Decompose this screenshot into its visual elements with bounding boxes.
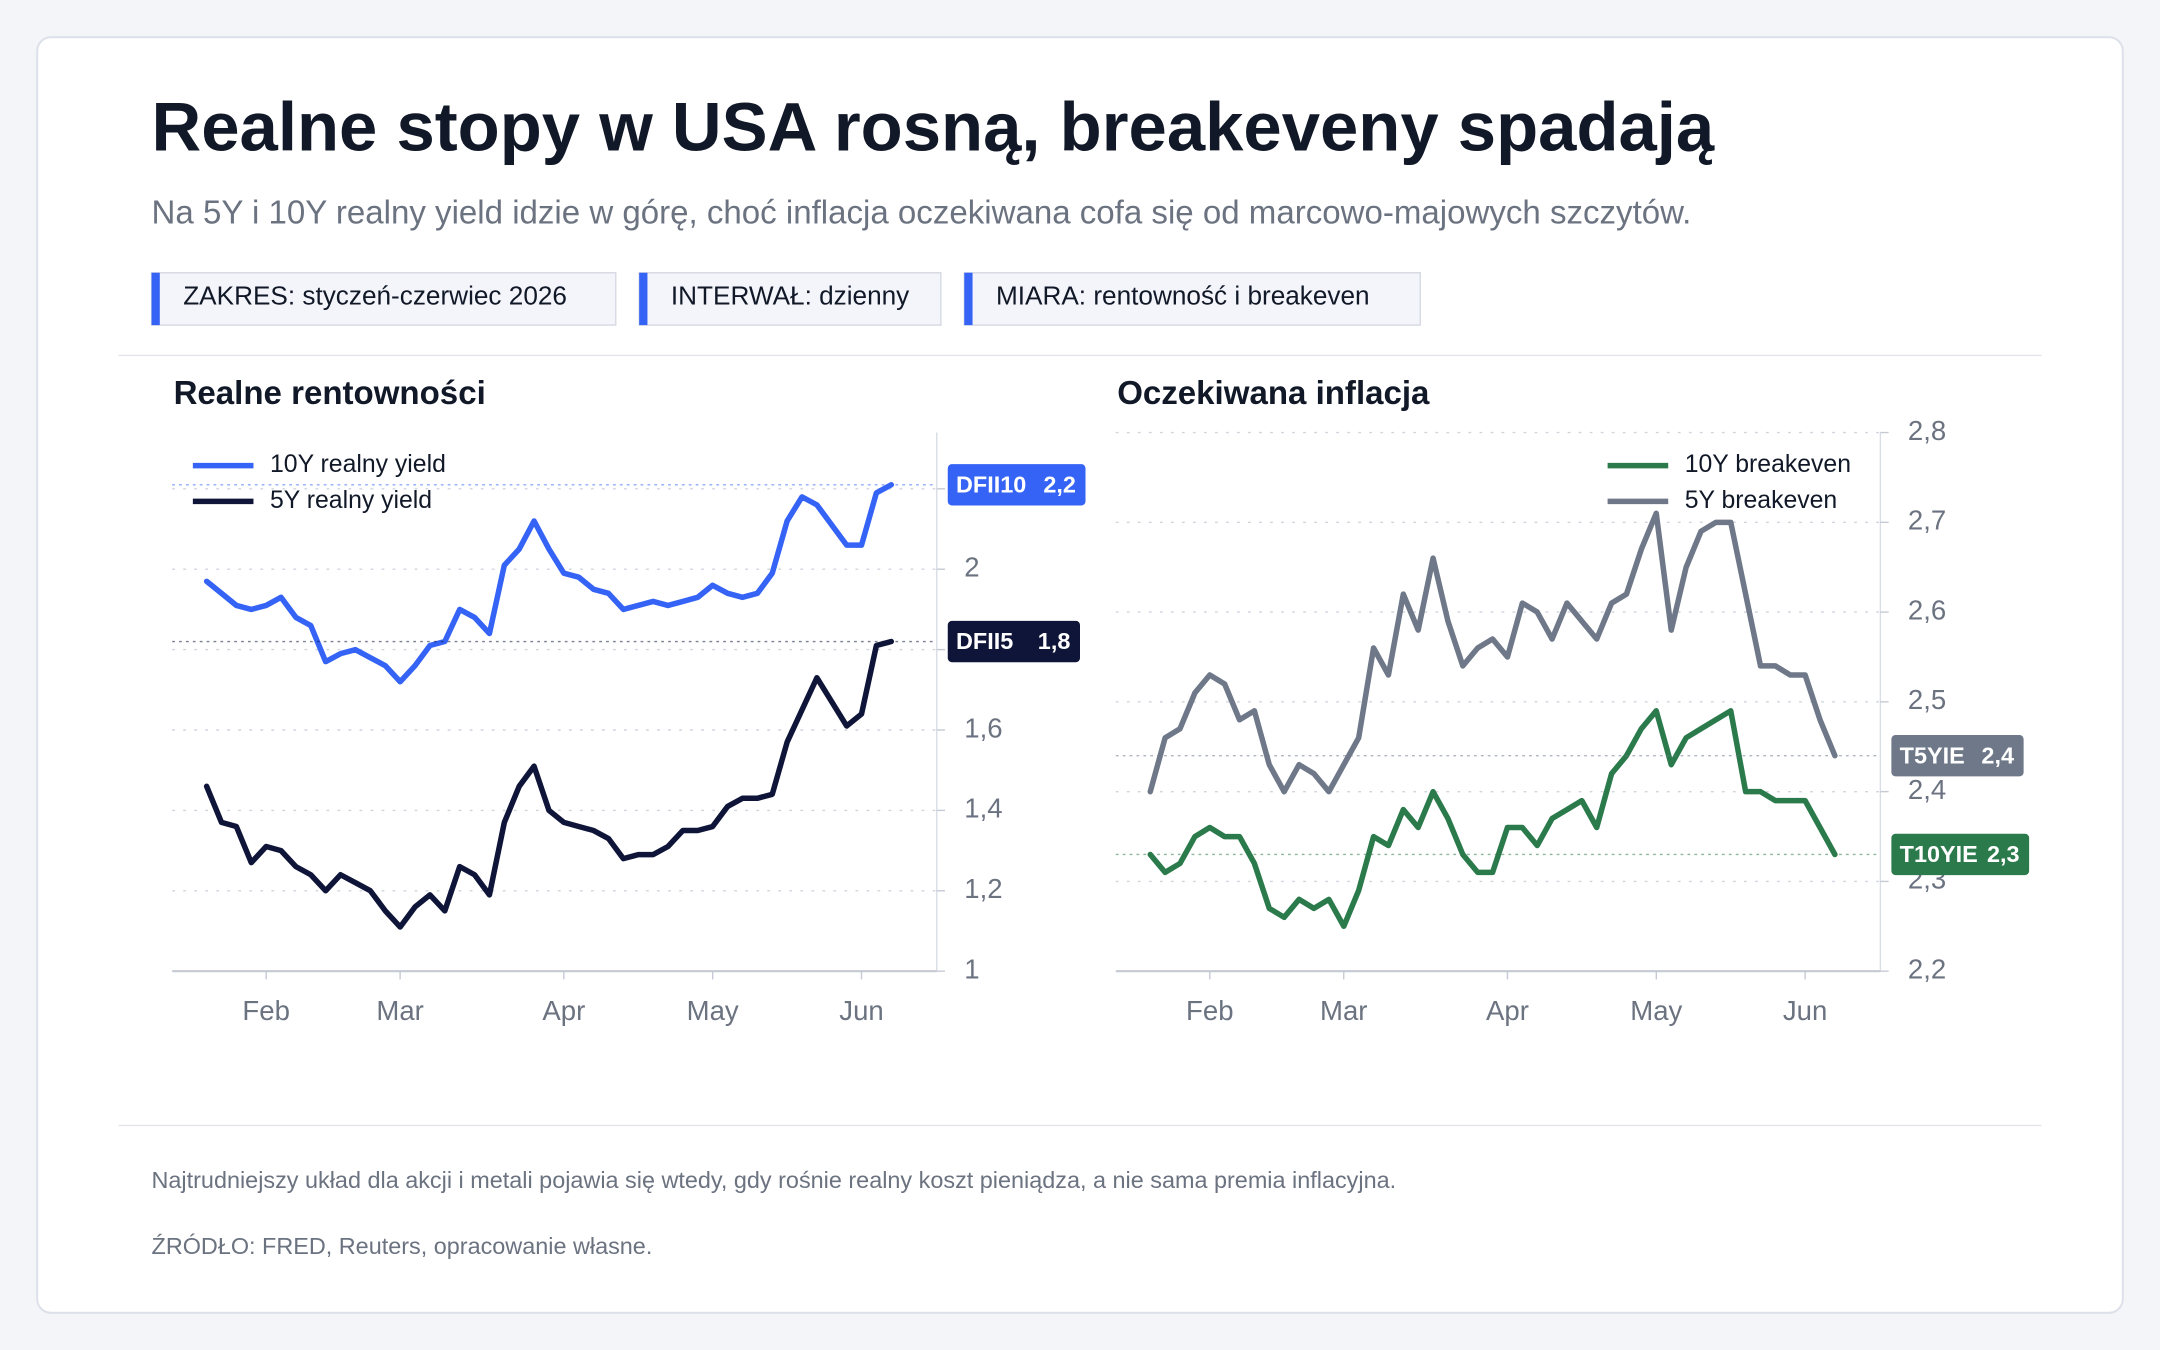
source: ŹRÓDŁO: FRED, Reuters, opracowanie własn… (152, 1233, 653, 1259)
legend-label: 5Y realny yield (270, 487, 432, 514)
y-tick-label: 2 (964, 551, 979, 582)
y-tick-label: 2,6 (1908, 594, 1946, 625)
chip-text: INTERWAŁ: dzienny (671, 280, 910, 310)
x-tick-label: Jun (1783, 995, 1827, 1026)
x-tick-label: Feb (242, 995, 289, 1026)
y-tick-label: 2,4 (1908, 774, 1946, 805)
chip-box (638, 272, 942, 326)
series-line (1147, 708, 1838, 930)
series-line (203, 482, 895, 685)
badge-box (1891, 735, 2024, 777)
badge-value: 2,3 (1987, 841, 2020, 867)
end-badge: DFII5 1,8 (947, 620, 1080, 663)
x-tick-label: Apr (1486, 995, 1529, 1026)
badge-box (1891, 833, 2030, 876)
footnote: Najtrudniejszy układ dla akcji i metali … (152, 1167, 1397, 1193)
chart-title: Oczekiwana inflacja (1117, 375, 1430, 412)
badge-value: 2,2 (1043, 471, 1076, 497)
badge-ticker: T10YIE (1900, 841, 1978, 867)
x-tick-label: Mar (1320, 995, 1367, 1026)
x-tick-label: Feb (1186, 995, 1233, 1026)
chip-accent (639, 272, 648, 326)
y-tick-label: 2,7 (1908, 505, 1946, 536)
x-tick-label: Mar (376, 995, 423, 1026)
chip-box (150, 272, 617, 326)
y-tick-label: 1 (964, 953, 979, 984)
badge-value: 2,4 (1981, 742, 2014, 768)
y-tick-label: 2,5 (1908, 684, 1946, 715)
y-tick-label: 2,8 (1908, 415, 1946, 446)
chart-title: Realne rentowności (174, 375, 486, 412)
subtitle: Na 5Y i 10Y realny yield idzie w górę, c… (152, 195, 1692, 232)
series-line (1147, 510, 1838, 795)
y-tick-label: 1,6 (964, 712, 1002, 743)
x-tick-label: May (687, 995, 739, 1026)
badge-box (947, 620, 1080, 663)
badge-box (947, 464, 1086, 506)
chip-accent (151, 272, 160, 326)
end-badge: DFII10 2,2 (947, 464, 1086, 506)
badge-ticker: DFII5 (956, 628, 1013, 654)
legend-label: 10Y breakeven (1685, 451, 1851, 478)
y-tick-label: 1,2 (964, 873, 1002, 904)
page-title: Realne stopy w USA rosną, breakeveny spa… (152, 88, 1715, 165)
chip-box (963, 272, 1421, 326)
x-tick-label: May (1630, 995, 1682, 1026)
legend-label: 10Y realny yield (270, 451, 446, 478)
x-tick-label: Jun (839, 995, 883, 1026)
badge-value: 1,8 (1038, 628, 1071, 654)
chip-text: MIARA: rentowność i breakeven (996, 280, 1370, 310)
chip-accent (964, 272, 973, 326)
end-badge: T5YIE 2,4 (1891, 735, 2024, 777)
series-line (203, 638, 895, 930)
chip-text: ZAKRES: styczeń-czerwiec 2026 (183, 280, 567, 310)
badge-ticker: T5YIE (1900, 742, 1965, 768)
y-tick-label: 2,2 (1908, 953, 1946, 984)
chip: INTERWAŁ: dzienny (638, 272, 942, 326)
badge-ticker: DFII10 (956, 471, 1026, 497)
end-badge: T10YIE 2,3 (1891, 833, 2030, 876)
y-tick-label: 1,4 (964, 793, 1002, 824)
chip: ZAKRES: styczeń-czerwiec 2026 (150, 272, 617, 326)
chip: MIARA: rentowność i breakeven (963, 272, 1421, 326)
legend-label: 5Y breakeven (1685, 487, 1837, 514)
x-tick-label: Apr (542, 995, 585, 1026)
